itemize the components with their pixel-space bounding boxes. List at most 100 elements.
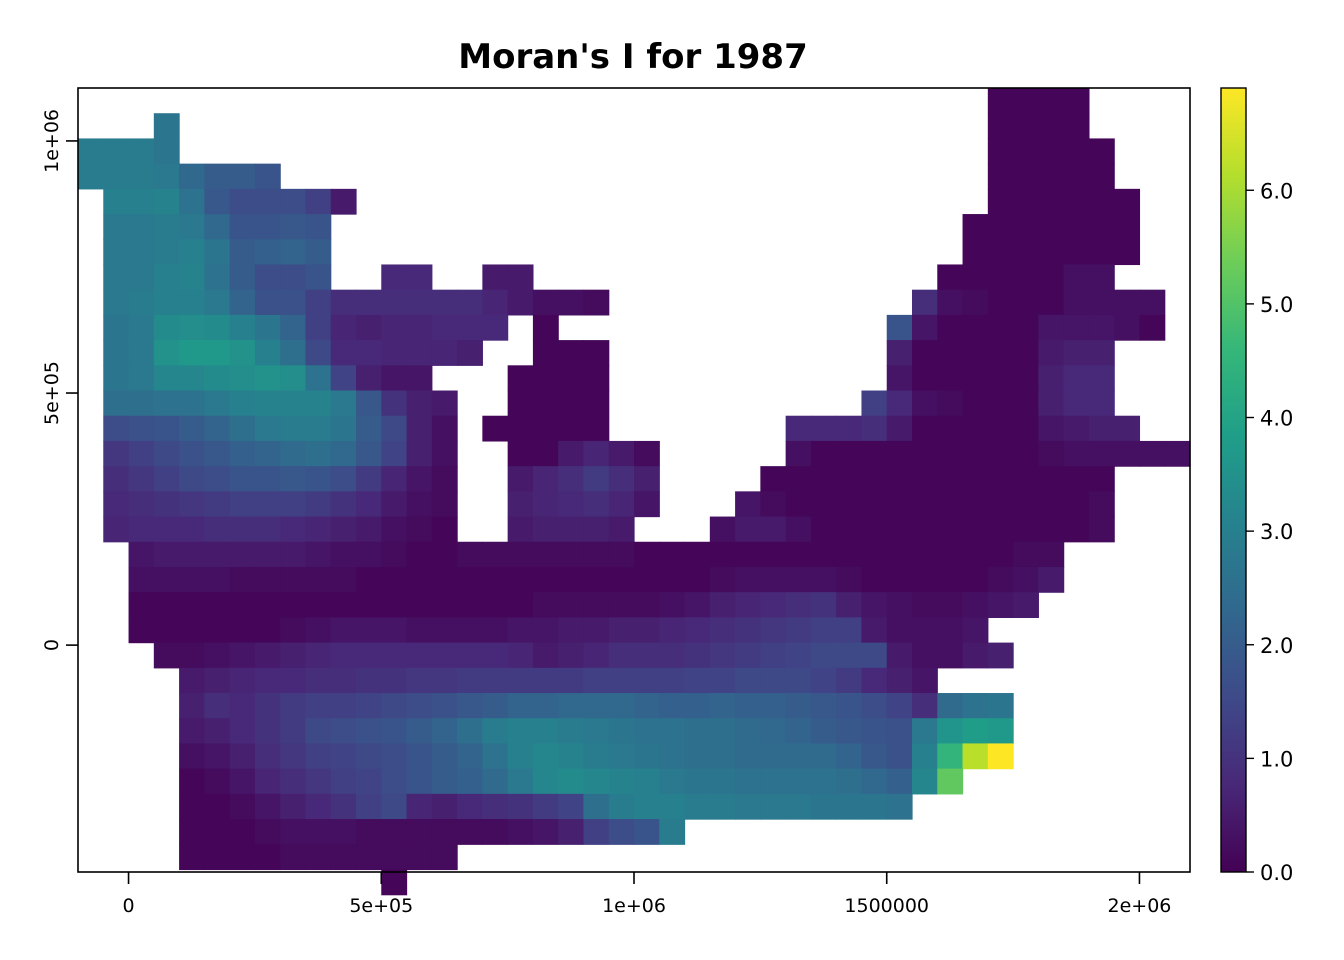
heatmap-cell — [482, 642, 509, 669]
heatmap-cell — [330, 491, 357, 518]
heatmap-cell — [912, 592, 938, 618]
heatmap-cell — [760, 516, 787, 543]
heatmap-cell — [128, 592, 155, 618]
heatmap-cell — [1038, 314, 1065, 341]
heatmap-cell — [431, 491, 458, 518]
heatmap-cell — [457, 718, 483, 745]
heatmap-cell — [204, 516, 231, 543]
heatmap-cell — [532, 566, 559, 593]
heatmap-cell — [356, 541, 382, 568]
x-axis: 0 5e+05 1e+06 1500000 2e+06 — [122, 872, 1171, 917]
heatmap-cell — [962, 466, 989, 492]
heatmap-cell — [381, 440, 408, 467]
heatmap-cell — [861, 415, 888, 442]
heatmap-cell — [229, 541, 256, 568]
heatmap-cell — [431, 466, 458, 492]
heatmap-cell — [179, 743, 205, 770]
heatmap-cell — [280, 768, 307, 795]
heatmap-cell — [406, 440, 433, 467]
heatmap-cell — [330, 314, 357, 341]
heatmap-cell — [1063, 415, 1090, 442]
heatmap-cell — [280, 340, 307, 366]
heatmap-cell — [861, 667, 888, 694]
heatmap-cell — [254, 693, 281, 719]
heatmap-cell — [356, 819, 382, 845]
heatmap-cell — [305, 214, 332, 240]
heatmap-cell — [836, 415, 863, 442]
heatmap-cell — [1063, 88, 1090, 114]
heatmap-cell — [153, 592, 180, 618]
heatmap-cell — [684, 743, 711, 770]
heatmap-cell — [381, 541, 408, 568]
heatmap-cell — [987, 743, 1014, 770]
heatmap-cell — [457, 667, 483, 694]
heatmap-cell — [962, 239, 989, 266]
heatmap-cell — [634, 667, 660, 694]
heatmap-cell — [254, 642, 281, 669]
heatmap-cell — [507, 693, 534, 719]
heatmap-cell — [987, 188, 1014, 215]
heatmap-cell — [1088, 440, 1115, 467]
heatmap-cell — [406, 264, 433, 291]
heatmap-cell — [1013, 541, 1039, 568]
heatmap-cell — [886, 743, 913, 770]
heatmap-cell — [937, 264, 964, 291]
heatmap-cell — [937, 718, 964, 745]
heatmap-cell — [861, 617, 888, 644]
heatmap-cell — [128, 163, 155, 190]
heatmap-cell — [886, 516, 913, 543]
heatmap-cell — [583, 642, 610, 669]
heatmap-cell — [634, 642, 660, 669]
heatmap-cell — [153, 264, 180, 291]
heatmap-cell — [431, 844, 458, 871]
heatmap-cell — [330, 718, 357, 745]
heatmap-cell — [153, 415, 180, 442]
heatmap-cell — [128, 239, 155, 266]
heatmap-cell — [558, 289, 585, 316]
heatmap-cell — [179, 188, 205, 215]
heatmap-cell — [1088, 340, 1115, 366]
heatmap-cell — [128, 617, 155, 644]
heatmap-cell — [785, 743, 812, 770]
heatmap-cell — [254, 365, 281, 392]
heatmap-cell — [482, 768, 509, 795]
heatmap-cell — [356, 793, 382, 820]
heatmap-cell — [987, 264, 1014, 291]
heatmap-cell — [457, 743, 483, 770]
heatmap-cell — [583, 566, 610, 593]
heatmap-cell — [507, 718, 534, 745]
heatmap-cell — [1038, 541, 1065, 568]
heatmap-cell — [204, 819, 231, 845]
heatmap-cell — [482, 743, 509, 770]
heatmap-cell — [532, 365, 559, 392]
heatmap-cell — [128, 138, 155, 165]
heatmap-cell — [558, 693, 585, 719]
heatmap-cell — [179, 642, 205, 669]
heatmap-cell — [153, 617, 180, 644]
heatmap-cell — [912, 289, 938, 316]
heatmap-cell — [153, 390, 180, 417]
heatmap-cell — [912, 768, 938, 795]
heatmap-cell — [254, 214, 281, 240]
heatmap-cell — [1063, 314, 1090, 341]
heatmap-cell — [886, 793, 913, 820]
heatmap-cell — [684, 617, 711, 644]
heatmap-cell — [431, 743, 458, 770]
heatmap-cell — [179, 592, 205, 618]
heatmap-cell — [709, 768, 736, 795]
heatmap-cell — [1038, 516, 1065, 543]
heatmap-cell — [937, 340, 964, 366]
heatmap-cell — [179, 365, 205, 392]
heatmap-cell — [507, 541, 534, 568]
heatmap-cell — [507, 264, 534, 291]
heatmap-cell — [229, 466, 256, 492]
heatmap-cell — [356, 365, 382, 392]
heatmap-cell — [254, 415, 281, 442]
heatmap-cell — [659, 768, 686, 795]
heatmap-cell — [886, 566, 913, 593]
heatmap-cell — [987, 541, 1014, 568]
heatmap-cell — [1063, 163, 1090, 190]
heatmap-cell — [179, 793, 205, 820]
heatmap-cell — [962, 491, 989, 518]
heatmap-cell — [912, 390, 938, 417]
